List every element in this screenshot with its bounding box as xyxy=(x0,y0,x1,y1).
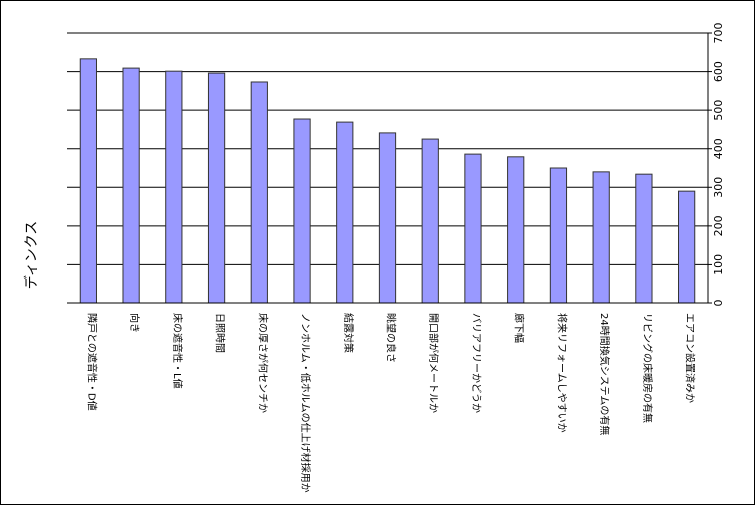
bar xyxy=(293,118,311,304)
x-tick-label: 将来リフォームしやすいか xyxy=(555,313,567,433)
y-tick-label: 300 xyxy=(712,177,725,198)
bar xyxy=(79,58,97,304)
y-tick-label: 200 xyxy=(712,215,725,236)
x-tick-label: 眺望の良さ xyxy=(385,313,398,363)
y-tick-label: 100 xyxy=(712,254,725,275)
x-tick-label: 床の遮音性・L値 xyxy=(171,313,184,389)
y-tick-label: 500 xyxy=(712,100,725,121)
bar xyxy=(678,190,696,304)
x-tick-label: 日照時間 xyxy=(214,313,226,353)
bar xyxy=(378,132,397,304)
x-tick-label: 向き xyxy=(128,313,141,333)
x-tick-label: ノンホルム・低ホルムの仕上げ材採用か xyxy=(299,313,312,493)
bar xyxy=(207,72,226,304)
x-tick-label: 開口部が何メートルか xyxy=(427,313,440,413)
y-tick-label: 600 xyxy=(712,61,725,82)
bar xyxy=(592,171,610,304)
bar xyxy=(421,138,439,304)
bar xyxy=(122,67,140,304)
bar xyxy=(549,167,568,304)
bar xyxy=(464,153,482,304)
y-tick-label: 700 xyxy=(712,23,725,44)
y-axis-label: ディンクス xyxy=(23,221,40,290)
x-tick-label: 24時間換気システムの有無 xyxy=(598,313,611,435)
bar xyxy=(336,121,354,304)
y-tick-label: 0 xyxy=(712,300,725,307)
x-tick-label: エアコン設置済みか xyxy=(684,313,697,403)
y-tick-label: 400 xyxy=(712,138,725,159)
x-tick-label: バリアフリーかどうか xyxy=(470,313,482,413)
x-tick-label: 廊下幅 xyxy=(513,313,526,343)
x-tick-label: リビングの床暖房の有無 xyxy=(641,313,654,423)
x-tick-label: 隣戸との遮音性・D値 xyxy=(85,313,98,411)
x-tick-label: 床の厚さが何センチか xyxy=(256,313,269,413)
bar xyxy=(507,156,525,304)
x-tick-label: 結露対策 xyxy=(342,313,355,353)
bar xyxy=(250,81,268,304)
bar xyxy=(165,70,183,304)
bar xyxy=(635,173,653,304)
